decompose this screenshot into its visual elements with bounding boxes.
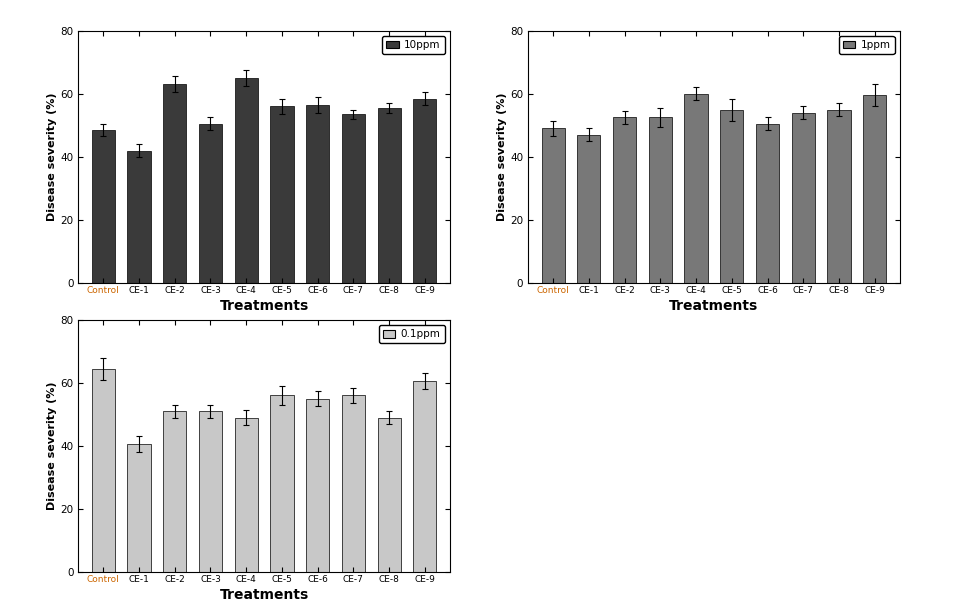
Bar bbox=[92, 130, 114, 283]
Bar bbox=[127, 151, 150, 283]
X-axis label: Treatments: Treatments bbox=[668, 299, 758, 313]
Bar bbox=[613, 117, 636, 283]
Bar bbox=[198, 411, 222, 572]
Bar bbox=[576, 135, 600, 283]
Bar bbox=[163, 84, 187, 283]
Bar bbox=[341, 395, 364, 572]
Bar bbox=[541, 129, 564, 283]
Bar bbox=[755, 124, 779, 283]
Bar bbox=[92, 368, 114, 572]
Bar bbox=[306, 399, 329, 572]
Legend: 1ppm: 1ppm bbox=[837, 36, 894, 54]
Y-axis label: Disease severity (%): Disease severity (%) bbox=[48, 382, 58, 510]
Bar bbox=[270, 106, 293, 283]
Bar bbox=[719, 109, 743, 283]
Bar bbox=[377, 108, 401, 283]
Legend: 0.1ppm: 0.1ppm bbox=[378, 325, 445, 343]
Bar bbox=[234, 78, 258, 283]
Bar bbox=[341, 114, 364, 283]
Bar bbox=[413, 98, 436, 283]
Bar bbox=[648, 117, 671, 283]
X-axis label: Treatments: Treatments bbox=[219, 588, 309, 602]
Bar bbox=[163, 411, 187, 572]
X-axis label: Treatments: Treatments bbox=[219, 299, 309, 313]
Bar bbox=[790, 113, 814, 283]
Bar bbox=[684, 93, 707, 283]
Y-axis label: Disease severity (%): Disease severity (%) bbox=[497, 93, 507, 221]
Bar bbox=[827, 109, 850, 283]
Bar bbox=[198, 124, 222, 283]
Bar bbox=[306, 105, 329, 283]
Y-axis label: Disease severity (%): Disease severity (%) bbox=[48, 93, 58, 221]
Bar bbox=[863, 95, 885, 283]
Bar bbox=[234, 418, 258, 572]
Legend: 10ppm: 10ppm bbox=[382, 36, 445, 54]
Bar bbox=[413, 381, 436, 572]
Bar bbox=[270, 395, 293, 572]
Bar bbox=[127, 444, 150, 572]
Bar bbox=[377, 418, 401, 572]
